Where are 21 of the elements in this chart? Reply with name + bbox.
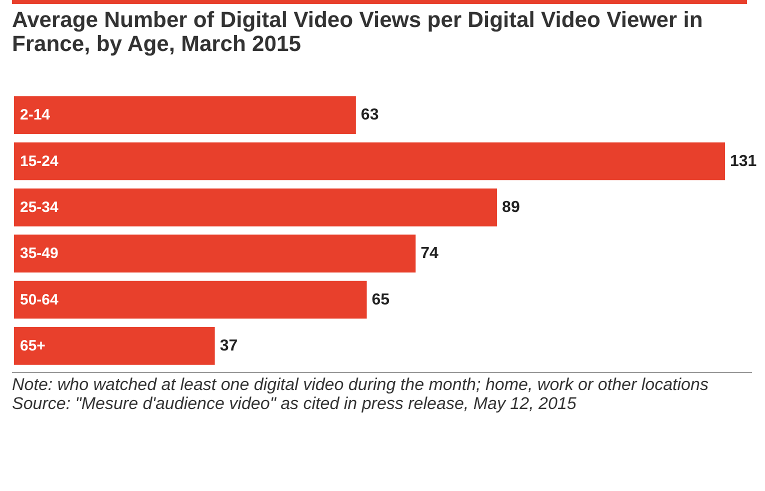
bar (14, 280, 367, 319)
y-tick-label: 65+ (20, 337, 46, 354)
bar (14, 96, 356, 134)
y-tick-label: 25-34 (20, 198, 60, 216)
y-tick-label: 50-64 (20, 291, 60, 308)
data-label: 37 (220, 337, 238, 354)
chart-title: Average Number of Digital Video Views per Digital Video Viewer in France, by Age, March 2015 (12, 0, 747, 56)
data-label: 65 (372, 291, 390, 308)
data-label: 131 (730, 152, 757, 170)
text: Note: who watched at least one digital video during the month; home, work or other locations (12, 375, 710, 394)
data-label: 89 (502, 198, 520, 216)
data-label: 63 (360, 106, 379, 124)
y-tick-label: 15-24 (20, 152, 60, 170)
data-label: 74 (420, 245, 439, 262)
source-note: Source: "Mesure d'audience video" as cited in press release, May 12, 2015 (12, 394, 578, 413)
bar (14, 142, 725, 180)
bar (14, 234, 416, 273)
bar (14, 188, 498, 226)
y-tick-label: 35-49 (20, 245, 58, 262)
y-tick-label: 2-14 (20, 106, 51, 124)
bar (14, 326, 215, 365)
